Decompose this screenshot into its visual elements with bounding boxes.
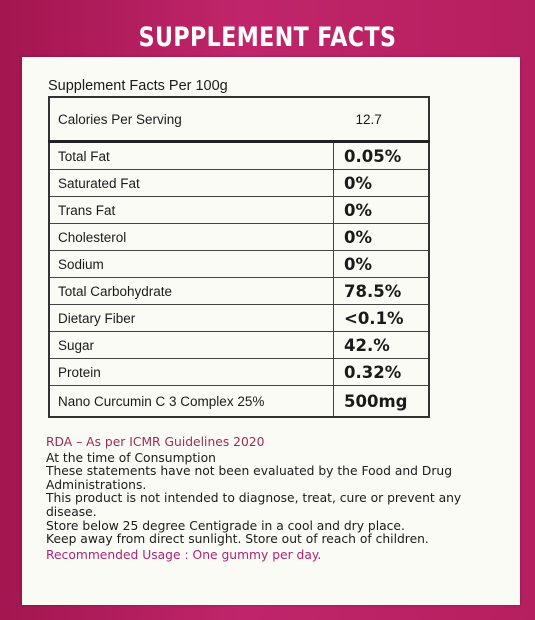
notes-block: RDA – As per ICMR Guidelines 2020 At the…	[46, 435, 506, 562]
row-label: Protein	[48, 358, 334, 386]
nutrition-table: Calories Per Serving 12.7 Total Fat 0.05…	[48, 96, 430, 418]
note-line: disease.	[46, 504, 97, 519]
row-label: Dietary Fiber	[48, 304, 334, 332]
table-row: Sugar 42.%	[48, 331, 430, 359]
note-line: At the time of Consumption	[46, 450, 216, 465]
table-row-calories: Calories Per Serving 12.7	[48, 96, 430, 143]
row-value: 78.5%	[333, 277, 430, 305]
row-label: Saturated Fat	[48, 169, 334, 197]
row-value: 0%	[333, 196, 430, 224]
row-value: 0%	[333, 169, 430, 197]
facts-heading: Supplement Facts Per 100g	[48, 78, 228, 94]
table-row: Protein 0.32%	[48, 358, 430, 386]
table-row: Saturated Fat 0%	[48, 169, 430, 197]
table-row: Total Carbohydrate 78.5%	[48, 277, 430, 305]
row-value: 12.7	[333, 96, 430, 143]
row-value: 0.05%	[333, 141, 430, 170]
row-value: 0.32%	[333, 358, 430, 386]
row-label: Calories Per Serving	[48, 96, 334, 143]
row-label: Cholesterol	[48, 223, 334, 251]
note-line: This product is not intended to diagnose…	[46, 491, 462, 506]
table-row: Cholesterol 0%	[48, 223, 430, 251]
rda-note: RDA – As per ICMR Guidelines 2020	[46, 435, 265, 449]
table-row: Nano Curcumin C 3 Complex 25% 500mg	[48, 385, 430, 418]
table-row: Dietary Fiber <0.1%	[48, 304, 430, 332]
row-label: Total Carbohydrate	[48, 277, 334, 305]
row-value: 0%	[333, 223, 430, 251]
page-title: SUPPLEMENT FACTS	[138, 22, 397, 53]
row-label: Trans Fat	[48, 196, 334, 224]
row-value: 500mg	[333, 385, 430, 418]
note-line: Administrations.	[46, 477, 147, 492]
note-line: Store below 25 degree Centigrade in a co…	[46, 518, 405, 533]
row-label: Total Fat	[48, 141, 334, 170]
table-row: Total Fat 0.05%	[48, 141, 430, 170]
row-label: Nano Curcumin C 3 Complex 25%	[48, 385, 334, 418]
row-value: 0%	[333, 250, 430, 278]
usage-note: Recommended Usage : One gummy per day.	[46, 547, 322, 562]
table-row: Sodium 0%	[48, 250, 430, 278]
note-line: Keep away from direct sunlight. Store ou…	[46, 532, 429, 547]
note-line: These statements have not been evaluated…	[46, 464, 453, 479]
row-label: Sugar	[48, 331, 334, 359]
table-row: Trans Fat 0%	[48, 196, 430, 224]
row-value: 42.%	[333, 331, 430, 359]
row-value: <0.1%	[333, 304, 430, 332]
row-label: Sodium	[48, 250, 334, 278]
